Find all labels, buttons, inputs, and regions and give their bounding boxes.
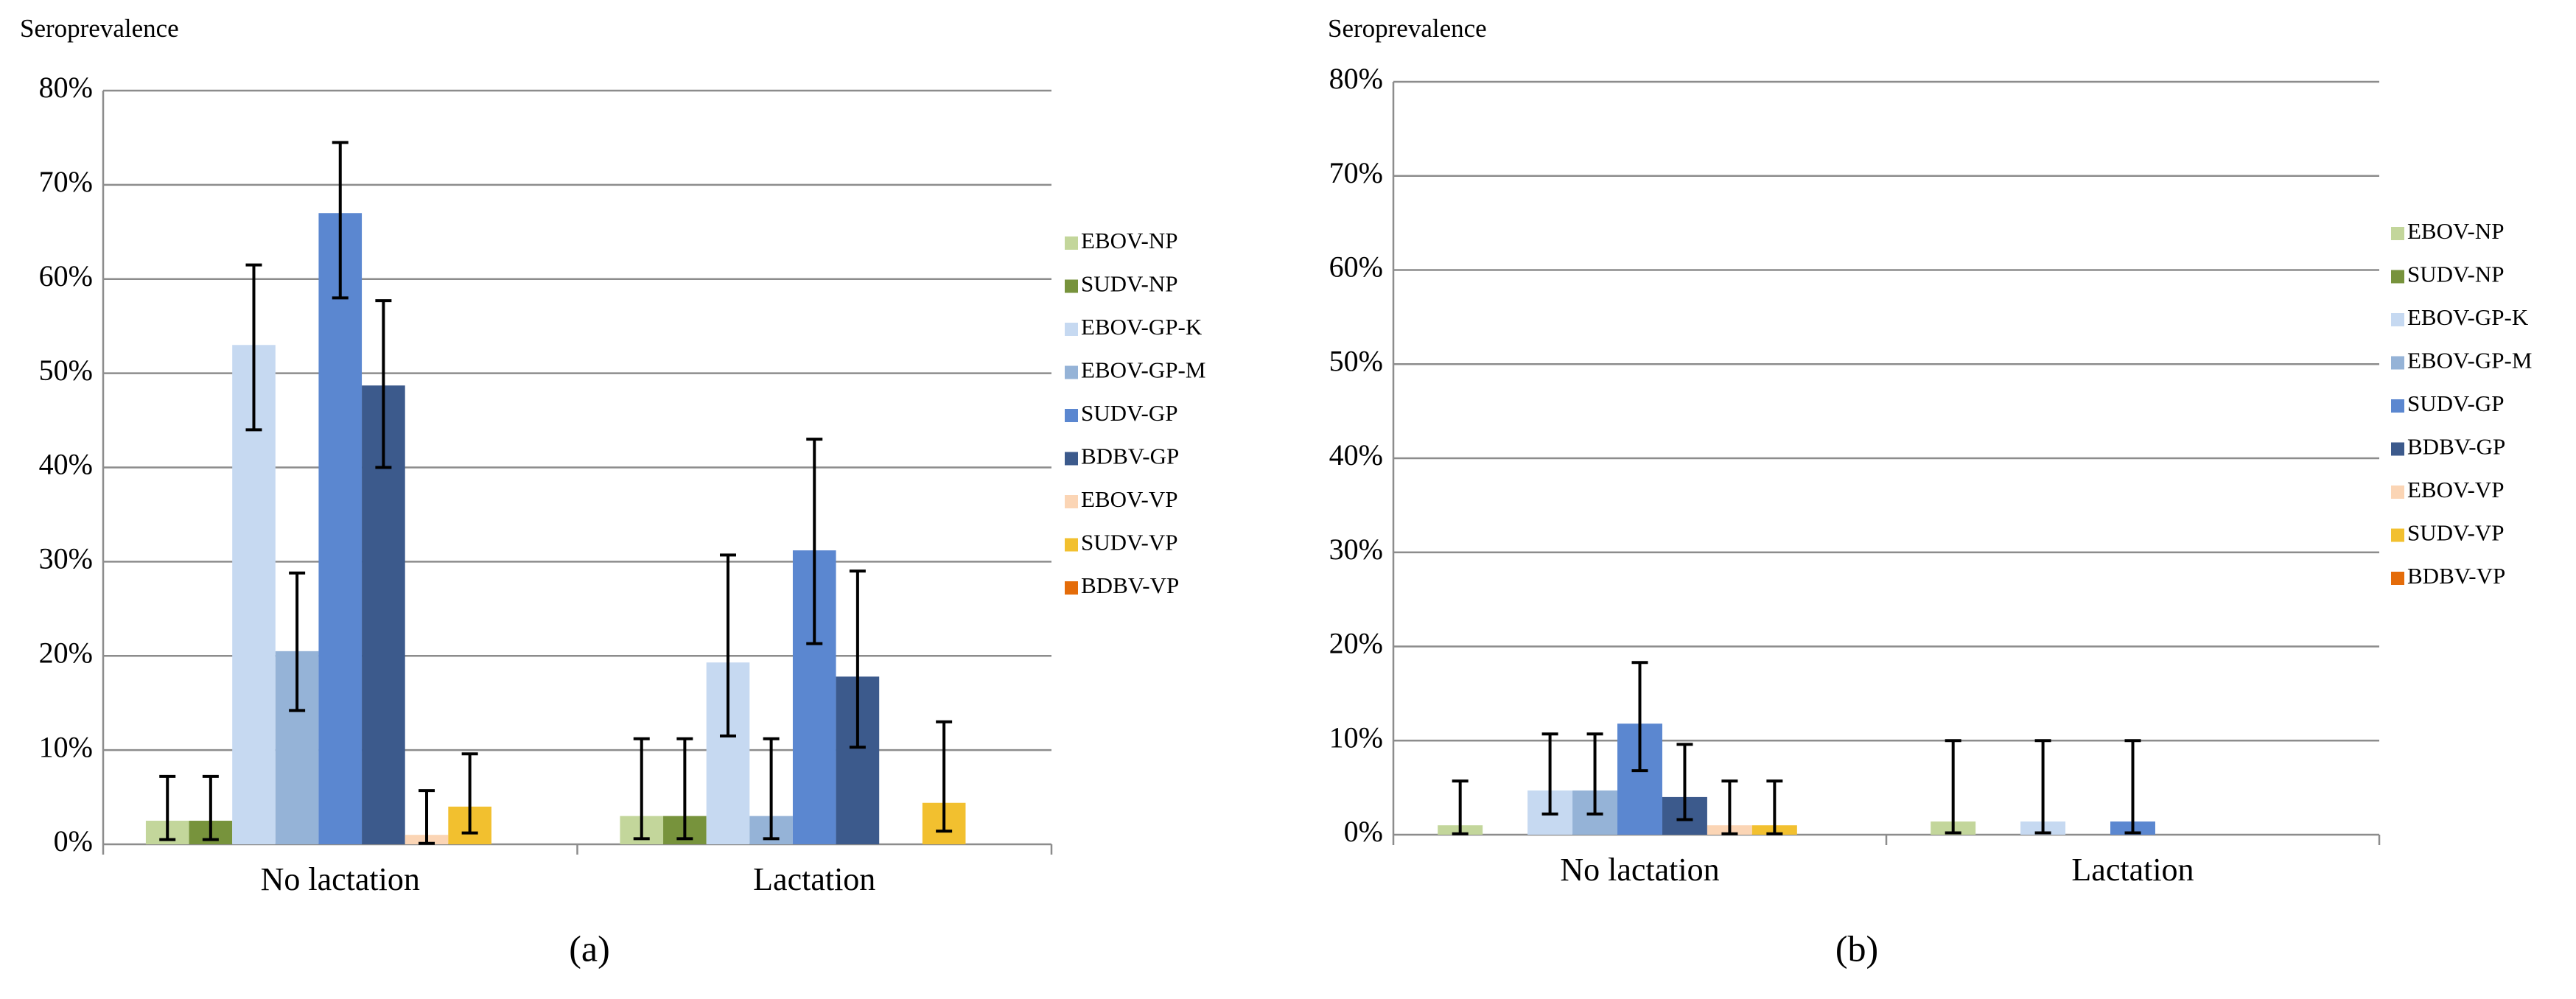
legend-swatch [1065, 452, 1078, 466]
legend-swatch [2391, 528, 2404, 542]
y-tick-label: 70% [39, 165, 93, 198]
legend-label: BDBV-VP [2407, 563, 2505, 589]
y-tick-label: 10% [39, 730, 93, 763]
y-tick-label: 60% [39, 259, 93, 292]
legend-swatch [1065, 581, 1078, 595]
legend-swatch [2391, 227, 2404, 240]
legend-swatch [1065, 236, 1078, 250]
legend-swatch [1065, 323, 1078, 336]
legend-label: EBOV-GP-K [2407, 304, 2529, 330]
panel-label: (b) [1835, 928, 1878, 969]
legend-label: EBOV-VP [2407, 477, 2505, 502]
y-tick-label: 0% [1344, 815, 1383, 848]
bar [318, 213, 363, 844]
legend-swatch [2391, 486, 2404, 499]
y-axis-title: Seroprevalence [20, 14, 179, 43]
legend-label: SUDV-NP [2407, 262, 2505, 287]
y-tick-label: 40% [1329, 438, 1383, 472]
legend-label: EBOV-GP-M [1081, 357, 1205, 383]
legend-label: SUDV-VP [2407, 520, 2505, 546]
legend-label: SUDV-VP [1081, 530, 1178, 555]
x-tick-label: Lactation [2071, 852, 2194, 888]
legend-swatch [2391, 270, 2404, 284]
legend-swatch [1065, 538, 1078, 552]
legend-label: SUDV-GP [2407, 390, 2505, 416]
legend-swatch [2391, 442, 2404, 456]
legend-label: EBOV-NP [1081, 228, 1178, 253]
legend-label: EBOV-GP-M [2407, 348, 2532, 374]
legend-swatch [2391, 356, 2404, 370]
y-axis-title: Seroprevalence [1328, 14, 1487, 43]
legend-label: SUDV-GP [1081, 400, 1178, 426]
y-tick-label: 30% [1329, 533, 1383, 566]
legend-swatch [2391, 313, 2404, 326]
y-tick-label: 10% [1329, 721, 1383, 754]
y-tick-label: 80% [39, 71, 93, 104]
legend-swatch [1065, 365, 1078, 379]
y-tick-label: 60% [1329, 250, 1383, 284]
y-tick-label: 40% [39, 448, 93, 481]
legend-label: BDBV-GP [2407, 434, 2505, 460]
legend-swatch [1065, 279, 1078, 293]
y-tick-label: 30% [39, 542, 93, 575]
y-tick-label: 20% [39, 636, 93, 669]
x-tick-label: No lactation [1560, 852, 1719, 888]
legend-label: BDBV-VP [1081, 572, 1179, 598]
legend-label: BDBV-GP [1081, 444, 1179, 469]
x-tick-label: No lactation [261, 861, 420, 897]
y-tick-label: 70% [1329, 156, 1383, 189]
y-tick-label: 50% [39, 354, 93, 387]
y-tick-label: 20% [1329, 627, 1383, 660]
legend-label: EBOV-VP [1081, 486, 1178, 512]
x-tick-label: Lactation [753, 861, 875, 897]
y-tick-label: 80% [1329, 62, 1383, 95]
legend-label: SUDV-NP [1081, 271, 1178, 297]
legend-swatch [2391, 572, 2404, 585]
legend-swatch [1065, 409, 1078, 422]
legend-swatch [1065, 495, 1078, 508]
y-tick-label: 0% [54, 824, 93, 858]
legend-swatch [2391, 399, 2404, 413]
y-tick-label: 50% [1329, 344, 1383, 377]
legend-label: EBOV-GP-K [1081, 314, 1203, 340]
legend-label: EBOV-NP [2407, 218, 2505, 244]
panel-label: (a) [569, 928, 610, 969]
